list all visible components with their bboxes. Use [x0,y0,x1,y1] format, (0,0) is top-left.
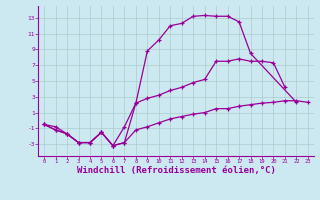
X-axis label: Windchill (Refroidissement éolien,°C): Windchill (Refroidissement éolien,°C) [76,166,276,175]
